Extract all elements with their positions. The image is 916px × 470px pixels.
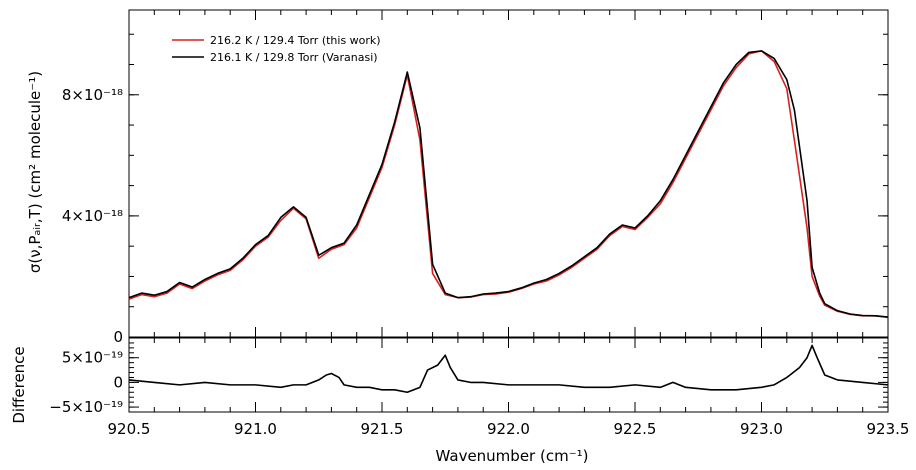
x-tick-label: 921.0 <box>234 420 277 438</box>
x-tick-label: 921.5 <box>361 420 404 438</box>
diff-y-tick-label: 0 <box>113 373 123 391</box>
difference-y-axis-title: Difference <box>10 346 28 423</box>
main-series-line-0 <box>128 50 889 319</box>
x-tick-label: 922.0 <box>487 420 530 438</box>
x-tick-label: 920.5 <box>108 420 151 438</box>
legend: 216.2 K / 129.4 Torr (this work) 216.1 K… <box>172 34 381 64</box>
x-tick-label: 922.5 <box>614 420 657 438</box>
main-y-tick-label: 4×10⁻¹⁸ <box>62 207 123 225</box>
difference-panel: 920.5 921.0 921.5 922.0 922.5 923.0 923.5 5×10⁻… <box>49 337 910 438</box>
legend-label-varanasi: 216.1 K / 129.8 Torr (Varanasi) <box>210 51 378 64</box>
main-panel: 0 4×10⁻¹⁸ 8×10⁻¹⁸ <box>62 9 889 346</box>
x-axis-title: Wavenumber (cm⁻¹) <box>436 447 589 465</box>
main-y-axis-title: σ(ν,Pₐᵢᵣ,T) (cm² molecule⁻¹) <box>26 71 44 273</box>
legend-label-this-work: 216.2 K / 129.4 Torr (this work) <box>210 34 381 47</box>
diff-y-tick-label: −5×10⁻¹⁹ <box>49 398 123 416</box>
x-tick-label: 923.0 <box>740 420 783 438</box>
diff-frame <box>128 337 889 413</box>
main-series-line-1 <box>128 50 889 318</box>
main-y-tick-label: 8×10⁻¹⁸ <box>62 86 123 104</box>
x-tick-label: 923.5 <box>867 420 910 438</box>
diff-series-line-0 <box>128 344 889 394</box>
main-y-tick-label: 0 <box>113 328 123 346</box>
diff-y-tick-label: 5×10⁻¹⁹ <box>62 349 123 367</box>
